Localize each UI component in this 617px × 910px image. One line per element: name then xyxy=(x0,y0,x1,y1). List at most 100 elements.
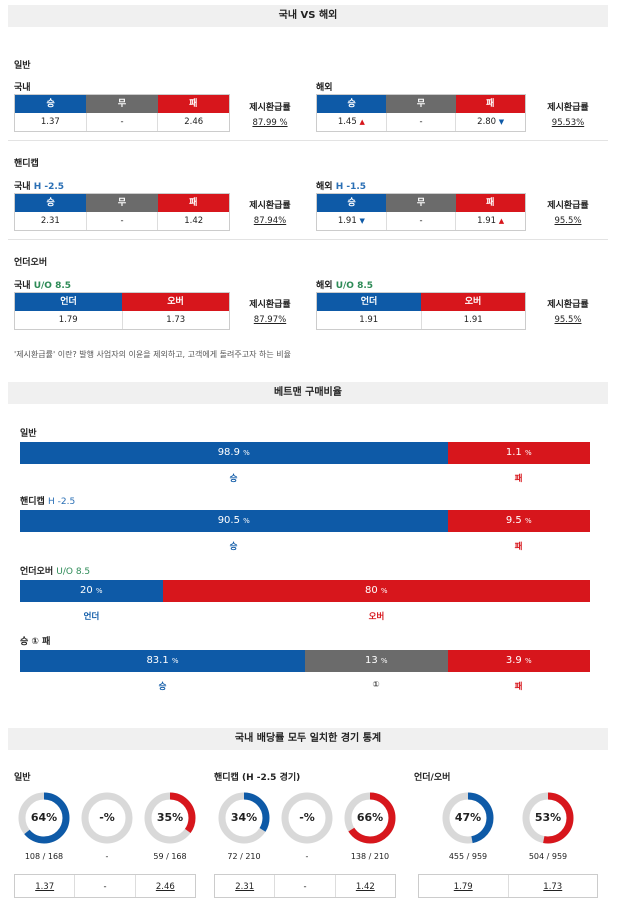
donut-count: - xyxy=(305,852,309,861)
lose-odds: 2.46 xyxy=(184,117,204,127)
refund-rate-note: '제시환급률' 이란? 발행 사업자의 이윤을 제외하고, 고객에게 돌려주고자… xyxy=(14,350,291,359)
refund-value: 95.5% xyxy=(554,216,582,226)
over-header: 오버 xyxy=(122,293,229,311)
lose-odds: 1.91 xyxy=(477,216,497,226)
donut-arc xyxy=(18,792,70,844)
under-segment: 20 % xyxy=(20,580,163,602)
under-odds-link[interactable]: 1.79 xyxy=(453,882,473,892)
handicap-overseas-odds-table: 승 무 패 1.91 ▼ - 1.91 ▲ xyxy=(316,193,526,231)
percent-unit: % xyxy=(380,587,388,595)
refund-label: 제시환급률 xyxy=(547,103,589,113)
ratio-wdl-bar: 83.1 % 13 % 3.9 % xyxy=(20,650,590,672)
overseas-handicap-title: 해외 H -1.5 xyxy=(316,179,366,192)
over-segment: 80 % xyxy=(162,580,590,602)
handicap-section-title: 핸디캡 xyxy=(14,159,39,169)
donut-chart: 53% 504 / 959 xyxy=(520,790,576,861)
draw-header: 무 xyxy=(386,194,456,212)
over-label: 오버 xyxy=(368,612,385,622)
win-segment: 98.9 % xyxy=(20,442,448,464)
donut-count: 504 / 959 xyxy=(528,852,568,861)
under-odds: 1.79 xyxy=(15,311,123,329)
donut-arc xyxy=(442,792,494,844)
lose-header: 패 xyxy=(455,194,525,212)
underover-overseas-odds-table: 언더 오버 1.91 1.91 xyxy=(316,292,526,330)
lose-label: 패 xyxy=(514,682,523,692)
domestic-title: 국내 xyxy=(14,281,31,291)
underover-domestic-odds-table: 언더 오버 1.79 1.73 xyxy=(14,292,230,330)
draw-odds: - xyxy=(87,212,159,230)
donut-percent: -% xyxy=(99,811,115,824)
donut-percent: 64% xyxy=(30,811,58,824)
donut-ring xyxy=(18,792,70,844)
lose-header: 패 xyxy=(157,194,229,212)
win-odds-link[interactable]: 2.31 xyxy=(235,882,255,892)
draw-header: 무 xyxy=(86,194,158,212)
underover-line: U/O 8.5 xyxy=(33,281,72,291)
win-odds: 1.37 xyxy=(15,113,87,131)
lose-odds-cell: 1.42 xyxy=(336,875,395,897)
refund-label: 제시환급률 xyxy=(547,300,589,310)
draw-odds: - xyxy=(75,875,136,897)
handicap-line: H -2.5 xyxy=(33,182,65,192)
win-header: 승 xyxy=(317,95,387,113)
donut-percent: 66% xyxy=(356,811,384,824)
over-odds-link[interactable]: 1.73 xyxy=(543,882,563,892)
win-odds-cell: 1.91 ▼ xyxy=(317,212,387,230)
under-header: 언더 xyxy=(317,293,421,311)
win-odds-cell: 1.37 xyxy=(15,875,76,897)
percent-unit: % xyxy=(380,657,388,665)
donut-chart: -% - xyxy=(279,790,335,861)
percent-unit: % xyxy=(524,517,532,525)
donut-ring xyxy=(344,792,396,844)
win-header: 승 xyxy=(15,194,87,212)
overseas-title: 해외 xyxy=(316,83,333,93)
lose-percent: 3.9 xyxy=(505,655,522,666)
stats-general-odds-box: 1.37 - 2.46 xyxy=(14,874,196,898)
win-segment: 83.1 % xyxy=(20,650,305,672)
percent-unit: % xyxy=(171,657,179,665)
ratio-underover-title: 언더오버 U/O 8.5 xyxy=(20,564,90,577)
donut-arc xyxy=(144,792,196,844)
lose-segment: 1.1 % xyxy=(447,442,590,464)
under-odds: 1.91 xyxy=(317,311,422,329)
refund-label: 제시환급률 xyxy=(547,201,589,211)
over-header: 오버 xyxy=(421,293,525,311)
win-header: 승 xyxy=(15,95,87,113)
draw-odds: - xyxy=(275,875,336,897)
stats-handicap-title: 핸디캡 (H -2.5 경기) xyxy=(214,773,301,783)
lose-odds-link[interactable]: 2.46 xyxy=(155,882,175,892)
refund-value: 87.97% xyxy=(253,315,287,325)
over-odds: 1.91 xyxy=(463,315,483,325)
lose-label: 패 xyxy=(514,542,523,552)
win-label: 승 xyxy=(229,542,238,552)
ratio-handicap-bar: 90.5 % 9.5 % xyxy=(20,510,590,532)
donut-arc xyxy=(522,792,574,844)
win-odds-link[interactable]: 1.37 xyxy=(35,882,55,892)
draw-header: 무 xyxy=(386,95,456,113)
overseas-underover-title: 해외 U/O 8.5 xyxy=(316,278,373,291)
section-header-matching-odds-stats: 국내 배당률 모두 일치한 경기 통계 xyxy=(8,728,608,750)
under-odds-cell: 1.79 xyxy=(419,875,509,897)
donut-ring xyxy=(442,792,494,844)
general-section-title: 일반 xyxy=(14,61,31,71)
donut-count: 455 / 959 xyxy=(448,852,488,861)
lose-percent: 9.5 xyxy=(505,515,522,526)
lose-odds-cell: 2.80 ▼ xyxy=(456,113,525,131)
lose-odds: 1.42 xyxy=(184,216,204,226)
divider xyxy=(8,239,608,240)
handicap-title: 핸디캡 xyxy=(20,497,45,507)
donut-count: 108 / 168 xyxy=(24,852,64,861)
win-segment: 90.5 % xyxy=(20,510,448,532)
donut-chart: 47% 455 / 959 xyxy=(440,790,496,861)
ratio-handicap-title: 핸디캡 H -2.5 xyxy=(20,494,75,507)
draw-odds: - xyxy=(387,113,457,131)
donut-ring xyxy=(81,792,133,844)
donut-ring xyxy=(281,792,333,844)
win-odds-cell: 2.31 xyxy=(215,875,276,897)
under-percent: 20 xyxy=(79,585,93,596)
lose-odds-link[interactable]: 1.42 xyxy=(355,882,375,892)
donut-chart: 64% 108 / 168 xyxy=(16,790,72,861)
draw-segment: 13 % xyxy=(305,650,448,672)
draw-odds: - xyxy=(387,212,457,230)
lose-segment: 9.5 % xyxy=(447,510,590,532)
